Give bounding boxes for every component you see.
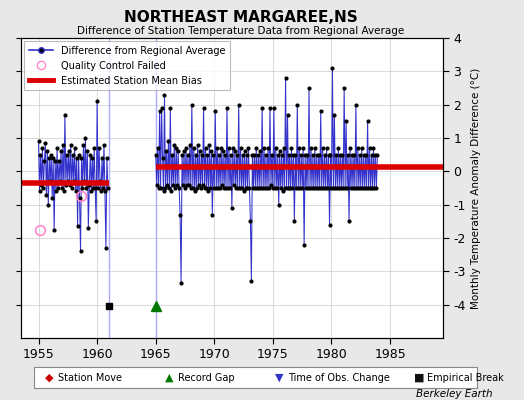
Legend: Difference from Regional Average, Quality Control Failed, Estimated Station Mean: Difference from Regional Average, Qualit…: [24, 41, 230, 90]
Text: ■: ■: [414, 373, 424, 382]
Text: ▼: ▼: [275, 373, 283, 382]
Text: Record Gap: Record Gap: [178, 373, 235, 382]
Text: Empirical Break: Empirical Break: [427, 373, 504, 382]
Text: Station Move: Station Move: [58, 373, 122, 382]
Text: Difference of Station Temperature Data from Regional Average: Difference of Station Temperature Data f…: [78, 26, 405, 36]
Y-axis label: Monthly Temperature Anomaly Difference (°C): Monthly Temperature Anomaly Difference (…: [471, 67, 481, 309]
Text: Berkeley Earth: Berkeley Earth: [416, 389, 493, 399]
Text: Time of Obs. Change: Time of Obs. Change: [288, 373, 390, 382]
Text: NORTHEAST MARGAREE,NS: NORTHEAST MARGAREE,NS: [124, 10, 358, 25]
Text: ▲: ▲: [165, 373, 173, 382]
Text: ◆: ◆: [45, 373, 53, 382]
